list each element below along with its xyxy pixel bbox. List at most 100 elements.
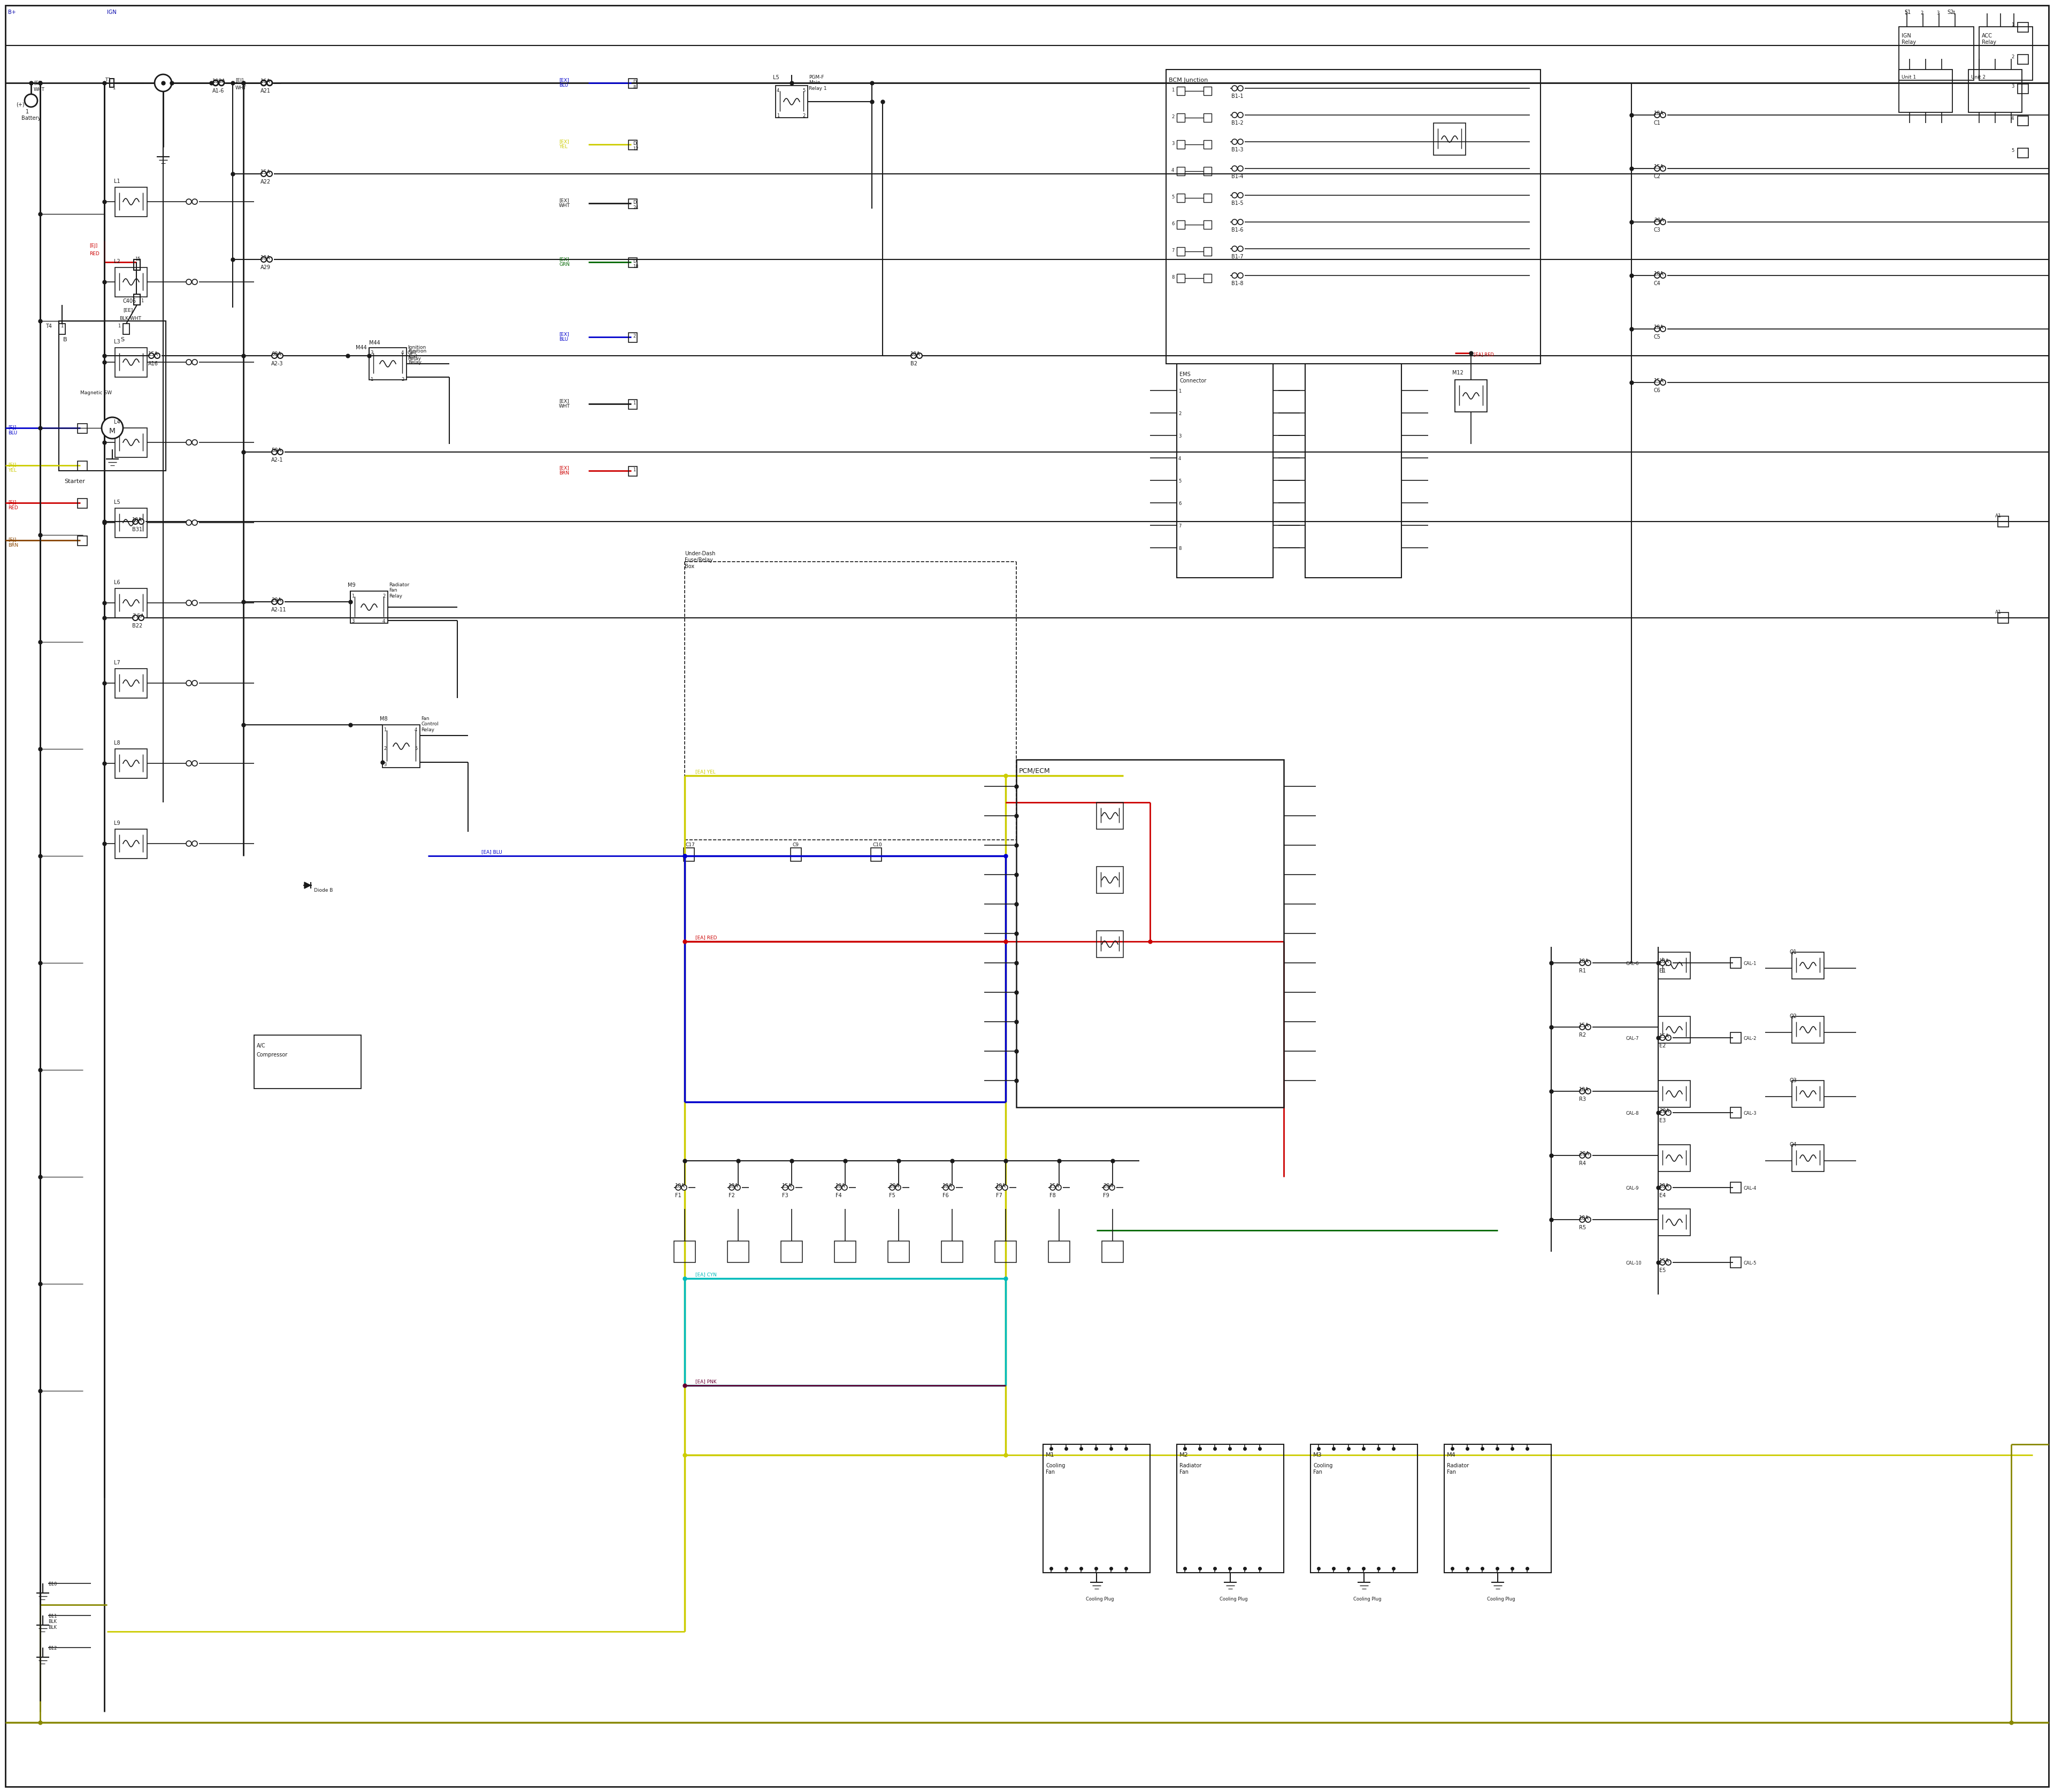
Circle shape <box>154 353 160 358</box>
Text: [EX]
BLU: [EX] BLU <box>559 77 569 88</box>
Text: CAL-6: CAL-6 <box>1627 961 1639 966</box>
Text: BLK/WHT: BLK/WHT <box>119 315 142 321</box>
Text: Cooling Plug: Cooling Plug <box>1487 1597 1516 1602</box>
Text: 1: 1 <box>60 324 64 328</box>
Circle shape <box>1056 1185 1062 1190</box>
Text: 10A: 10A <box>1660 1183 1670 1188</box>
Text: CAL-2: CAL-2 <box>1744 1036 1756 1041</box>
Text: Q4: Q4 <box>1789 1142 1797 1147</box>
Text: 20A: 20A <box>1580 1150 1590 1156</box>
Bar <box>1048 1242 1070 1262</box>
Text: S: S <box>121 337 123 342</box>
Text: 5: 5 <box>803 88 805 93</box>
Bar <box>791 848 801 862</box>
Text: [EA] CYN: [EA] CYN <box>696 1272 717 1278</box>
Circle shape <box>191 199 197 204</box>
Bar <box>629 258 637 267</box>
Text: F8: F8 <box>1050 1193 1056 1199</box>
Text: 4: 4 <box>1171 168 1175 172</box>
Text: L7: L7 <box>113 659 121 665</box>
Text: 2: 2 <box>384 745 386 751</box>
Text: Battery: Battery <box>21 115 41 120</box>
Text: [EJ]
BLU: [EJ] BLU <box>8 425 16 435</box>
Circle shape <box>1660 219 1666 224</box>
Circle shape <box>1239 140 1243 145</box>
Bar <box>1204 247 1212 256</box>
Text: F3: F3 <box>783 1193 789 1199</box>
Text: D
12: D 12 <box>633 142 639 152</box>
Circle shape <box>789 1185 793 1190</box>
Bar <box>1434 124 1467 156</box>
Text: Under-Dash: Under-Dash <box>684 550 715 556</box>
Bar <box>834 1242 857 1262</box>
Text: R2: R2 <box>1580 1032 1586 1038</box>
Text: 4: 4 <box>2011 116 2015 120</box>
Text: [EJ]
RED: [EJ] RED <box>8 500 18 511</box>
Bar <box>2017 84 2027 93</box>
Circle shape <box>277 450 283 455</box>
Text: C9: C9 <box>793 842 799 848</box>
Text: EMS
Connector: EMS Connector <box>1179 371 1206 383</box>
Text: 3: 3 <box>370 351 374 355</box>
Circle shape <box>134 615 138 620</box>
Text: 1: 1 <box>2011 23 2015 27</box>
Circle shape <box>1239 167 1243 172</box>
Circle shape <box>191 681 197 686</box>
Text: 15A: 15A <box>1653 165 1664 170</box>
Text: 5: 5 <box>1171 195 1175 199</box>
Bar <box>1729 1107 1742 1118</box>
Text: 10A: 10A <box>996 1183 1006 1188</box>
Text: M9: M9 <box>347 582 355 588</box>
Circle shape <box>191 520 197 525</box>
Text: C10: C10 <box>873 842 883 848</box>
Text: 2: 2 <box>382 593 386 599</box>
Circle shape <box>220 81 224 86</box>
Text: A1: A1 <box>1994 514 2001 518</box>
Circle shape <box>267 256 273 262</box>
Text: R1: R1 <box>1580 968 1586 973</box>
Text: CAL-9: CAL-9 <box>1627 1186 1639 1190</box>
Bar <box>115 588 148 618</box>
Text: 20A: 20A <box>1103 1183 1113 1188</box>
Bar <box>629 140 637 151</box>
Bar <box>727 1242 750 1262</box>
Text: 4: 4 <box>415 728 417 733</box>
Text: [EX]
BRN: [EX] BRN <box>559 466 569 475</box>
Bar <box>1204 220 1212 229</box>
Text: 15: 15 <box>136 256 140 262</box>
Bar <box>115 267 148 297</box>
Bar <box>115 428 148 457</box>
Text: 10A: 10A <box>1653 324 1664 330</box>
Bar <box>1658 952 1690 978</box>
Text: 2: 2 <box>1920 11 1923 16</box>
Text: [EA] RED: [EA] RED <box>1473 351 1493 357</box>
Text: A1-6: A1-6 <box>212 88 224 93</box>
Circle shape <box>1239 219 1243 224</box>
Text: IGN: IGN <box>107 9 117 14</box>
Circle shape <box>267 172 273 177</box>
Text: A29: A29 <box>261 265 271 271</box>
Text: F2: F2 <box>729 1193 735 1199</box>
Text: E1: E1 <box>1660 968 1666 973</box>
Circle shape <box>191 760 197 765</box>
Circle shape <box>1580 1088 1586 1093</box>
Text: 7.5A: 7.5A <box>131 613 144 618</box>
Bar <box>887 1242 910 1262</box>
Bar <box>1729 1032 1742 1043</box>
Text: 10A: 10A <box>1660 959 1670 964</box>
Bar <box>1898 27 1974 81</box>
Circle shape <box>1586 1152 1590 1158</box>
Circle shape <box>682 1185 686 1190</box>
Bar <box>115 830 148 858</box>
Circle shape <box>187 840 191 846</box>
Circle shape <box>1666 961 1672 966</box>
Bar <box>1177 194 1185 202</box>
Text: M44: M44 <box>370 340 380 346</box>
Text: Fuse/Relay
Box: Fuse/Relay Box <box>684 557 713 568</box>
Bar <box>1304 364 1401 577</box>
Text: D
24: D 24 <box>633 201 639 210</box>
Bar <box>1017 760 1284 1107</box>
Circle shape <box>187 520 191 525</box>
Text: [EX]
GRN: [EX] GRN <box>559 256 569 267</box>
Circle shape <box>1660 326 1666 332</box>
